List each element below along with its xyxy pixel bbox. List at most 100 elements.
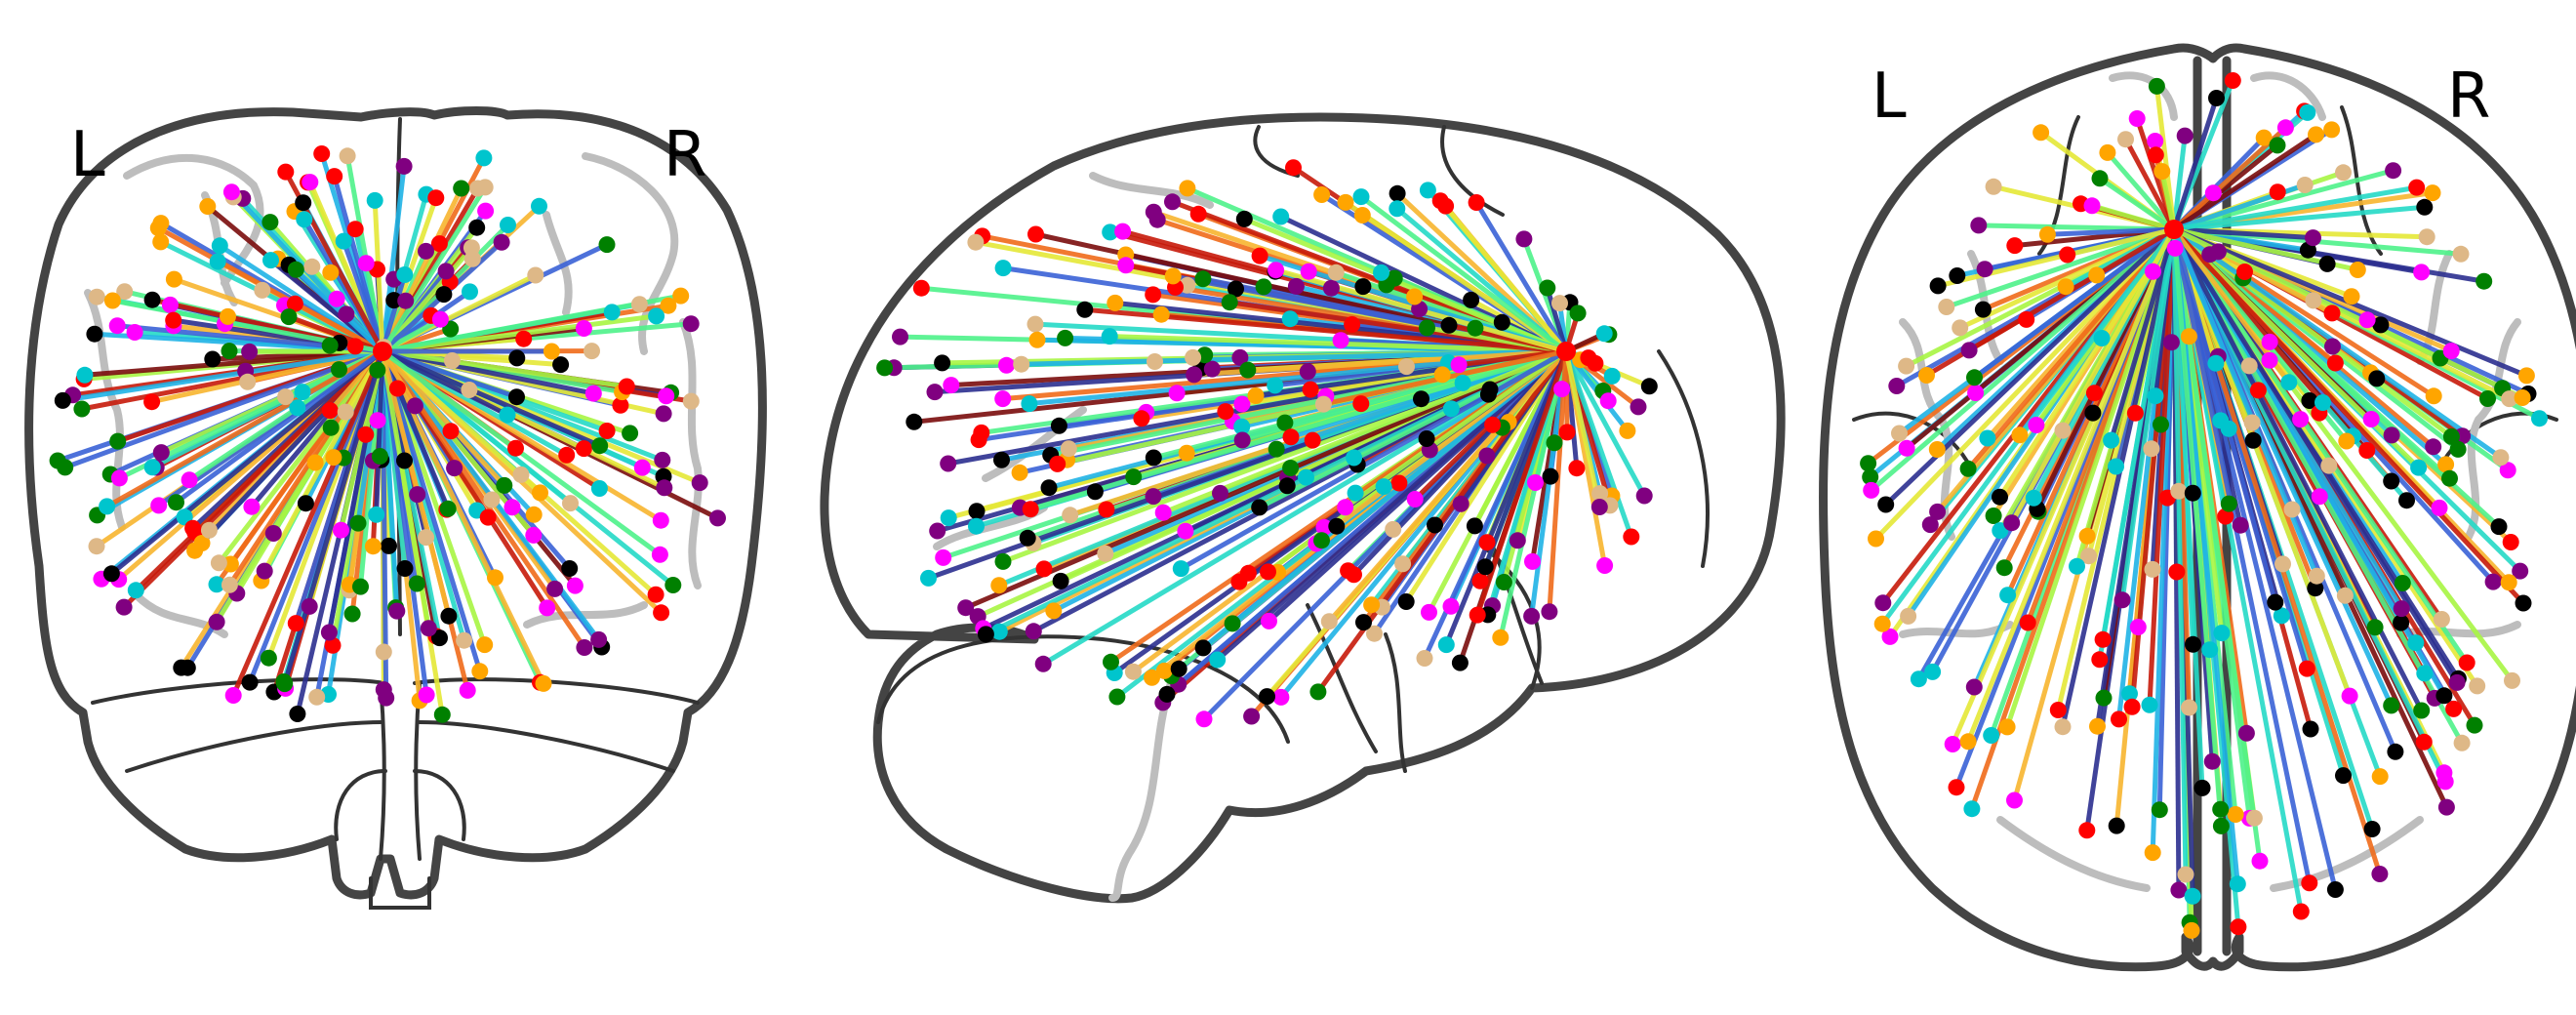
brain-node <box>622 425 639 442</box>
brain-node <box>1929 277 1947 295</box>
brain-node <box>1949 267 1966 284</box>
brain-node <box>294 384 311 401</box>
brain-node <box>2168 563 2186 581</box>
brain-node <box>254 281 271 299</box>
brain-node <box>408 575 425 592</box>
brain-node <box>1862 468 1879 486</box>
brain-node <box>477 202 495 220</box>
brain-node <box>2343 288 2360 305</box>
brain-node <box>165 270 182 288</box>
brain-node <box>2184 887 2201 905</box>
brain-node <box>2301 874 2318 892</box>
hub-node <box>1556 342 1576 361</box>
connection-edge <box>2098 176 2176 232</box>
brain-node <box>2103 431 2120 449</box>
connection-edge <box>2172 132 2317 232</box>
brain-node <box>935 548 952 566</box>
brain-node <box>1366 625 1383 642</box>
brain-node <box>940 509 957 527</box>
brain-node <box>2003 514 2021 532</box>
brain-node <box>1965 678 1983 696</box>
brain-node <box>1327 264 1345 281</box>
connection-edge <box>1201 349 1568 650</box>
brain-node <box>2255 129 2273 146</box>
brain-node <box>1346 449 1363 467</box>
brain-node <box>2336 587 2354 604</box>
brain-node <box>161 296 179 313</box>
brain-node <box>2251 852 2269 870</box>
brain-node <box>575 440 592 458</box>
brain-node <box>2108 817 2125 834</box>
connection-edge <box>2106 150 2176 231</box>
brain-node <box>1874 594 1892 612</box>
brain-node <box>200 521 218 539</box>
brain-node <box>2162 334 2180 351</box>
brain-node <box>57 459 74 476</box>
brain-node <box>211 237 228 255</box>
brain-node <box>2387 743 2404 760</box>
brain-node <box>2515 594 2532 612</box>
brain-node <box>276 675 294 693</box>
brain-node <box>920 569 937 587</box>
brain-node <box>2504 671 2520 689</box>
brain-node <box>475 149 493 167</box>
brain-node <box>2057 278 2074 296</box>
brain-node <box>396 266 414 283</box>
brain-node <box>99 498 116 515</box>
brain-node <box>168 494 184 511</box>
coronal-nodes <box>49 145 726 723</box>
brain-node <box>691 474 708 492</box>
brain-node <box>1299 363 1316 381</box>
connection-edge <box>1563 349 1647 498</box>
brain-node <box>2442 343 2460 360</box>
brain-node <box>990 623 1008 640</box>
brain-node <box>102 565 120 583</box>
brain-node <box>2445 700 2463 717</box>
brain-node <box>220 307 236 325</box>
brain-node <box>108 317 126 335</box>
brain-node <box>1394 555 1412 573</box>
connection-edge <box>382 348 627 389</box>
brain-node <box>1974 301 1992 318</box>
brain-node <box>1860 455 1877 472</box>
connection-edge <box>1563 350 1602 508</box>
brain-node <box>1546 434 1563 452</box>
brain-node <box>2054 718 2072 736</box>
brain-node <box>241 673 259 691</box>
brain-node <box>88 288 105 305</box>
brain-node <box>1910 670 1927 688</box>
brain-node <box>1450 356 1468 374</box>
brain-node <box>1228 280 1244 298</box>
brain-node <box>1433 366 1451 384</box>
brain-node <box>322 264 340 281</box>
brain-node <box>1278 477 1296 495</box>
brain-node <box>1963 800 1981 818</box>
brain-node <box>209 253 226 270</box>
brain-node <box>1467 319 1484 337</box>
connection-edge <box>1041 348 1568 667</box>
brain-node <box>2307 580 2324 597</box>
brain-node <box>1239 564 1257 582</box>
brain-node <box>1898 357 1915 375</box>
brain-node <box>2299 103 2316 121</box>
brain-node <box>1353 207 1371 223</box>
brain-node <box>1057 329 1074 346</box>
brain-node <box>2280 374 2298 391</box>
brain-node <box>957 599 975 617</box>
brain-node <box>651 546 668 563</box>
brain-node <box>1259 688 1275 706</box>
brain-node <box>2217 508 2234 525</box>
connection-edge <box>1563 350 1634 538</box>
brain-node <box>2499 462 2516 479</box>
brain-node <box>366 191 383 209</box>
connection-edge <box>1873 227 2176 541</box>
brain-node <box>2326 354 2344 372</box>
brain-node <box>1478 534 1496 551</box>
brain-node <box>2019 614 2036 631</box>
brain-node <box>2363 821 2381 837</box>
brain-node <box>618 378 635 395</box>
brain-node <box>968 517 985 535</box>
brain-node <box>2128 110 2146 127</box>
brain-node <box>1155 662 1173 679</box>
brain-node <box>1052 572 1069 589</box>
